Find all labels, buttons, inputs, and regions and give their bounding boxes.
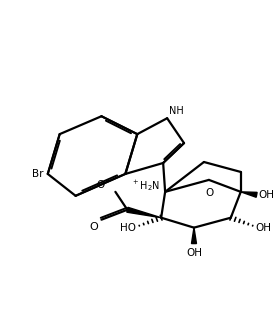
Text: OH: OH — [259, 190, 275, 200]
Polygon shape — [127, 207, 161, 218]
Polygon shape — [241, 192, 257, 197]
Text: HO: HO — [120, 223, 136, 233]
Text: OH: OH — [256, 223, 272, 233]
Text: OH: OH — [186, 248, 202, 258]
Text: O: O — [206, 188, 214, 198]
Text: O$^-$: O$^-$ — [96, 178, 113, 190]
Polygon shape — [192, 228, 197, 243]
Text: O: O — [90, 222, 98, 232]
Text: NH: NH — [169, 106, 184, 116]
Text: Br: Br — [32, 169, 44, 179]
Text: $^+$H$_2$N: $^+$H$_2$N — [131, 178, 160, 193]
